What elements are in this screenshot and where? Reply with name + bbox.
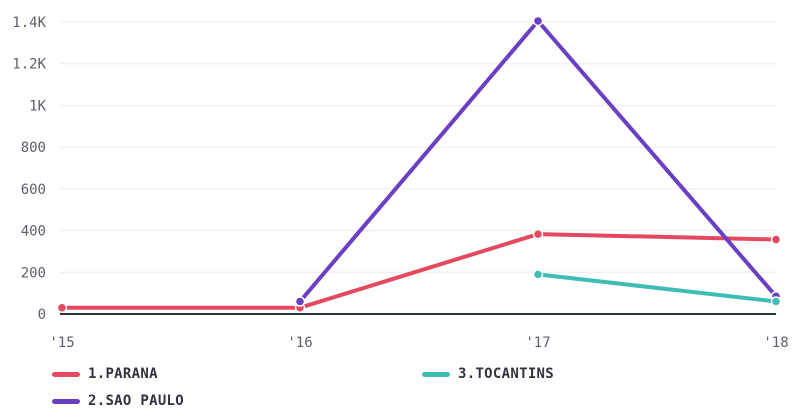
series-line-1 (298, 19, 778, 304)
data-point[interactable] (532, 15, 544, 27)
data-point[interactable] (532, 269, 544, 280)
y-tick-label: 1.4K (12, 15, 46, 31)
y-tick-label: 800 (21, 140, 46, 156)
data-point[interactable] (294, 296, 306, 307)
data-point[interactable] (532, 228, 544, 240)
y-tick-label: 1.2K (12, 57, 46, 73)
series-points (56, 15, 782, 313)
y-tick-label: 400 (21, 224, 46, 240)
x-tick-label: '18 (763, 335, 788, 351)
x-tick-label: '16 (287, 335, 312, 351)
y-tick-label: 200 (21, 265, 46, 281)
x-tick-label: '17 (525, 335, 550, 351)
data-point[interactable] (770, 234, 782, 245)
y-tick-label: 600 (21, 182, 46, 198)
data-point[interactable] (56, 302, 68, 313)
x-tick-label: '15 (49, 335, 74, 351)
y-tick-label: 1K (29, 98, 46, 114)
series-line-0 (60, 232, 778, 310)
y-tick-label: 0 (38, 307, 46, 323)
gridlines (60, 21, 776, 273)
series-line-2 (536, 272, 778, 304)
y-axis: 0 200 400 600 800 1K 1.2K 1.4K (12, 15, 46, 323)
x-axis: '15 '16 '17 '18 (49, 335, 788, 351)
data-point[interactable] (770, 296, 782, 307)
